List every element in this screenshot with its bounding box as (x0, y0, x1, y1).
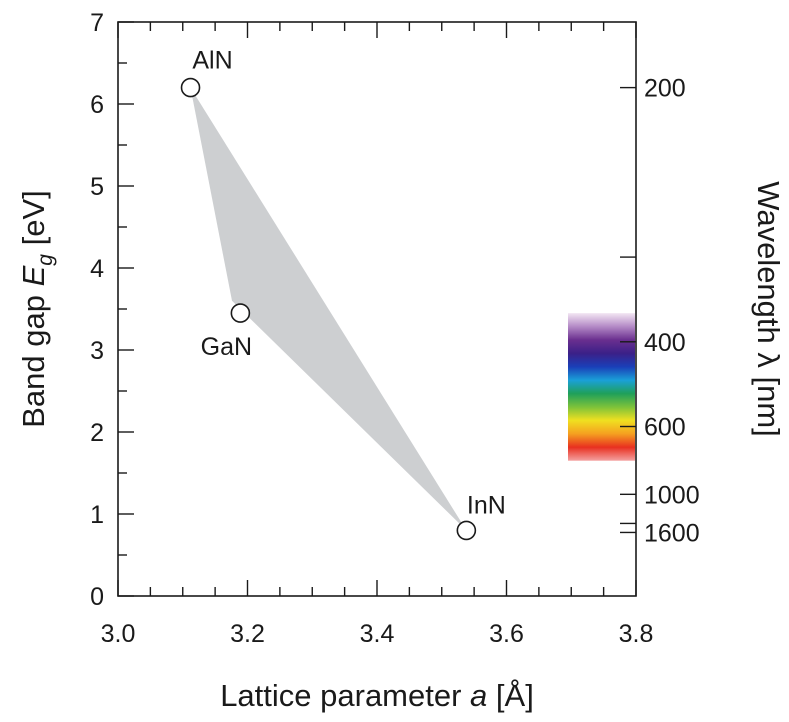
x-tick-label: 3.0 (101, 620, 136, 648)
point-inn-label: InN (467, 491, 506, 519)
x-tick-label: 3.8 (619, 620, 654, 648)
visible-spectrum-layer (568, 313, 635, 461)
alloy-region-layer (190, 87, 467, 531)
x-tick-label: 3.4 (360, 620, 395, 648)
y-tick-label: 4 (90, 255, 104, 283)
wavelength-tick-label: 400 (644, 329, 686, 357)
y-tick-label: 6 (90, 91, 104, 119)
wavelength-tick-label: 1000 (644, 481, 700, 509)
wavelength-tick-label: 200 (644, 75, 686, 103)
x-tick-label: 3.2 (230, 620, 265, 648)
y-tick-label: 2 (90, 419, 104, 447)
point-gan-marker (230, 303, 251, 323)
y-axis-title-variable: E (16, 265, 51, 286)
y-axis-title-prefix: Band gap (16, 286, 51, 427)
y-axis-title-subscript: g (34, 254, 57, 266)
point-inn-marker (456, 520, 477, 541)
y-tick-label: 1 (90, 501, 104, 529)
x-tick-label: 3.6 (489, 620, 524, 648)
y-tick-label: 0 (90, 583, 104, 611)
visible-spectrum-bar (568, 313, 635, 461)
y-axis-title: Band gap Eg [eV] (16, 190, 57, 428)
y-axis: 0 1 2 3 4 5 6 7 (90, 9, 134, 611)
y-tick-label: 3 (90, 337, 104, 365)
wavelength-tick-label: 1600 (644, 519, 700, 547)
data-points: AlN GaN InN (180, 47, 506, 541)
y-tick-label: 7 (90, 9, 104, 37)
point-aln-label: AlN (192, 47, 232, 75)
x-axis: 3.0 3.2 3.4 3.6 3.8 (101, 22, 654, 648)
wavelength-tick-label: 600 (644, 414, 686, 442)
x-axis-title-prefix: Lattice parameter (220, 678, 470, 713)
wavelength-axis: 200 400 600 1000 1600 (620, 75, 700, 547)
x-axis-title-variable: a (470, 678, 487, 713)
point-aln-marker (180, 77, 201, 98)
x-axis-title-unit: [Å] (487, 678, 534, 713)
alloy-region (190, 87, 467, 531)
point-gan-label: GaN (201, 333, 252, 361)
y-tick-label: 5 (90, 173, 104, 201)
y-axis-title-unit: [eV] (16, 190, 51, 254)
x-axis-title: Lattice parameter a [Å] (220, 678, 534, 713)
wavelength-axis-title: Wavelength λ [nm] (751, 181, 786, 437)
